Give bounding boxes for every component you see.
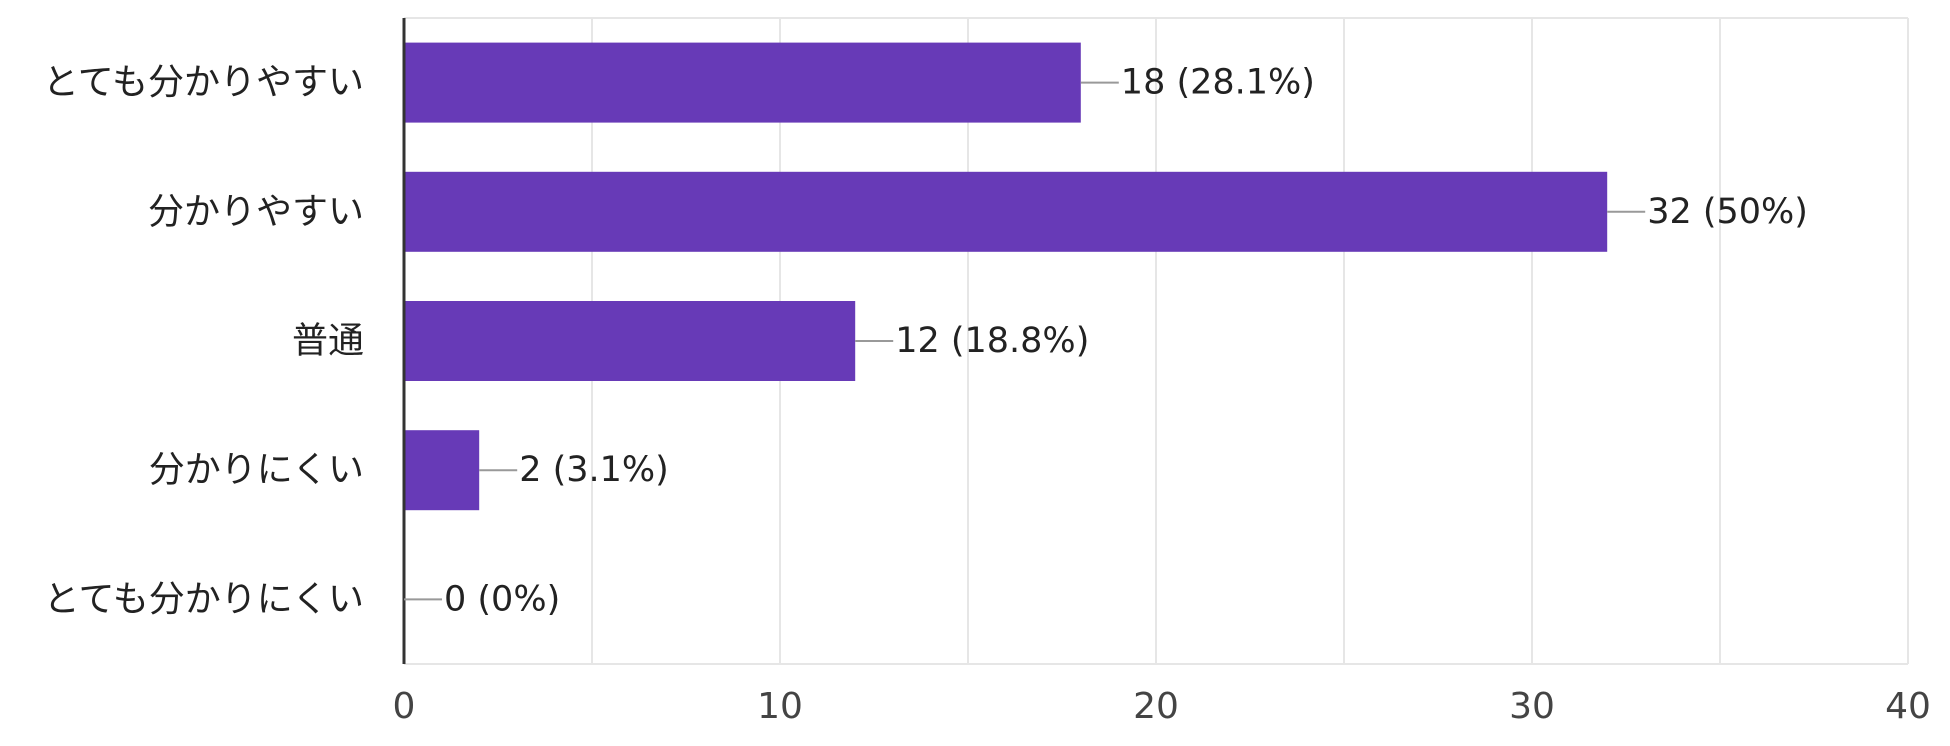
- category-label-1: 分かりやすい: [148, 191, 364, 232]
- x-tick-label-4: 40: [1885, 686, 1931, 727]
- data-label-1: 32 (50%): [1647, 192, 1808, 232]
- bar-0: [404, 42, 1081, 123]
- bar-2: [404, 301, 856, 381]
- category-label-0: とても分かりやすい: [43, 62, 364, 103]
- axes: 0 10 20 30 40: [393, 18, 1931, 727]
- bars: [404, 42, 1608, 511]
- x-tick-label-0: 0: [393, 686, 416, 727]
- bar-3: [404, 430, 480, 511]
- x-tick-label-1: 10: [757, 686, 803, 727]
- category-label-3: 分かりにくい: [149, 450, 364, 491]
- x-tick-label-2: 20: [1133, 686, 1179, 727]
- data-label-0: 18 (28.1%): [1121, 63, 1315, 103]
- x-tick-label-3: 30: [1509, 686, 1555, 727]
- category-label-2: 普通: [292, 321, 364, 362]
- labels: 18 (28.1%) とても分かりやすい 32 (50%) 分かりやすい 12 (18.…: [43, 62, 1808, 620]
- category-label-4: とても分かりにくい: [44, 579, 364, 620]
- gridlines: [404, 17, 1909, 665]
- bar-1: [404, 171, 1608, 252]
- data-label-3: 2 (3.1%): [519, 450, 669, 490]
- data-label-4: 0 (0%): [444, 579, 560, 619]
- data-label-2: 12 (18.8%): [895, 321, 1089, 361]
